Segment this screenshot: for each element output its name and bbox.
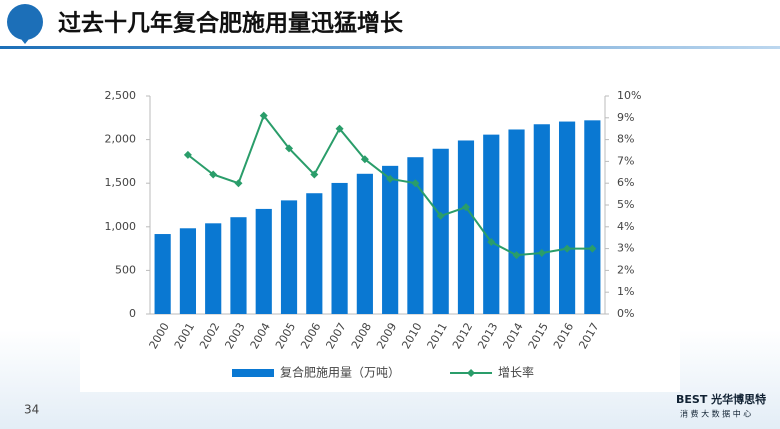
slide-title: 过去十几年复合肥施用量迅猛增长 xyxy=(58,10,404,37)
y2-tick-label: 10% xyxy=(617,89,641,102)
y2-tick-label: 9% xyxy=(617,111,634,124)
y2-tick-label: 3% xyxy=(617,242,634,255)
logo-icon xyxy=(17,34,33,44)
line-marker xyxy=(209,170,218,179)
bar xyxy=(457,140,475,314)
line-marker xyxy=(411,179,420,188)
line-marker xyxy=(335,124,344,133)
line-marker xyxy=(310,170,319,179)
y2-tick-label: 2% xyxy=(617,263,634,276)
y2-tick-label: 0% xyxy=(617,307,634,320)
legend-label: 增长率 xyxy=(498,365,534,380)
bar xyxy=(306,193,323,314)
logo-text: BEST 光华博思特 xyxy=(676,392,766,406)
bar xyxy=(533,124,550,314)
line-marker xyxy=(563,244,572,253)
legend-swatch xyxy=(467,369,476,377)
y-tick-label: 2,000 xyxy=(105,133,137,146)
line-marker xyxy=(588,244,597,253)
bar xyxy=(230,217,247,314)
bar xyxy=(154,234,171,314)
line-marker xyxy=(386,174,395,183)
bar xyxy=(432,148,449,314)
y2-tick-label: 4% xyxy=(617,220,634,233)
line-marker xyxy=(360,155,369,164)
y-tick-label: 1,500 xyxy=(105,176,137,189)
bar xyxy=(179,228,197,314)
line-marker xyxy=(487,238,496,247)
bar xyxy=(205,223,222,314)
legend-label: 复合肥施用量（万吨） xyxy=(280,365,400,380)
y-tick-label: 1,000 xyxy=(105,220,137,233)
logo-icon xyxy=(7,4,43,40)
bar xyxy=(331,182,348,314)
logo-sub: 消 费 大 数 据 中 心 xyxy=(680,409,751,419)
line-marker xyxy=(512,251,521,260)
bar xyxy=(382,165,399,314)
y-tick-label: 2,500 xyxy=(105,89,137,102)
bar xyxy=(255,208,272,314)
line-marker xyxy=(285,144,294,153)
y2-tick-label: 8% xyxy=(617,133,634,146)
y2-tick-label: 1% xyxy=(617,285,634,298)
bar xyxy=(558,121,576,315)
title-rule xyxy=(0,46,780,49)
page-number: 34 xyxy=(24,403,39,417)
y-tick-label: 0 xyxy=(129,307,136,320)
line-marker xyxy=(537,248,546,257)
y2-tick-label: 6% xyxy=(617,176,634,189)
y-tick-label: 500 xyxy=(115,263,136,276)
line-marker xyxy=(234,179,243,188)
line-marker xyxy=(461,203,470,212)
bar xyxy=(584,120,601,314)
y2-tick-label: 7% xyxy=(617,154,634,167)
bar xyxy=(280,200,298,314)
line-marker xyxy=(436,211,445,220)
line-marker xyxy=(183,150,192,159)
bar xyxy=(356,173,373,314)
bar xyxy=(508,129,525,314)
bar xyxy=(483,134,500,314)
line-marker xyxy=(259,111,268,120)
bar xyxy=(407,157,424,314)
y2-tick-label: 5% xyxy=(617,198,634,211)
legend-swatch xyxy=(232,369,274,377)
